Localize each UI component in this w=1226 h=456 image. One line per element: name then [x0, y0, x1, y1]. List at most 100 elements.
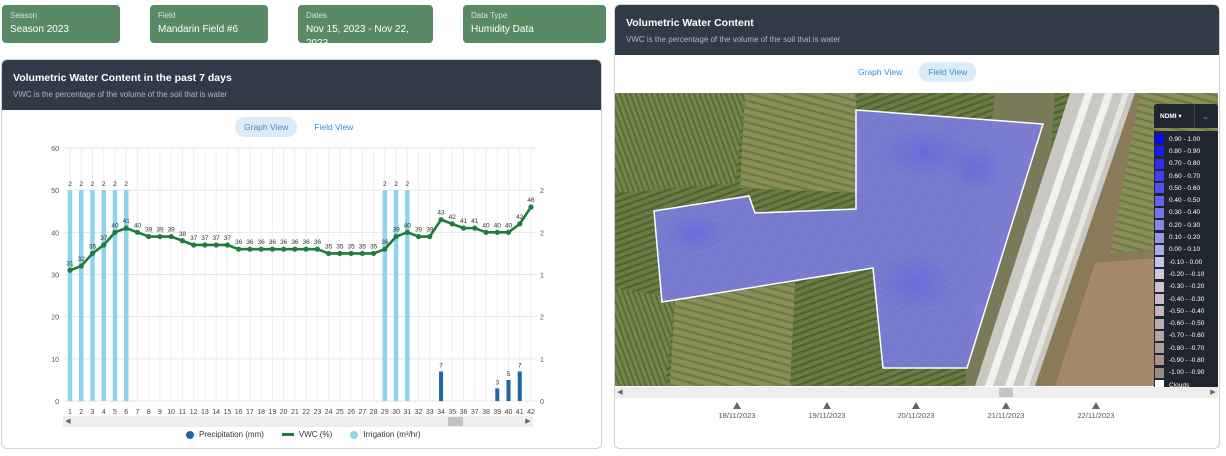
scroll-right-icon[interactable]: ▶ — [525, 418, 531, 425]
scroll-left-icon[interactable]: ◀ — [617, 389, 623, 396]
filter-value: Mandarin Field #6 — [158, 24, 239, 35]
filter-bar: Season Season 2023 Field Mandarin Field … — [0, 0, 612, 49]
x-tick-label: 38 — [482, 409, 490, 416]
vwc-point — [191, 242, 197, 248]
vwc-data-label: 41 — [460, 218, 468, 225]
orchard-block — [615, 93, 745, 193]
legend-label: Precipitation (mm) — [199, 430, 264, 439]
x-tick-label: 28 — [370, 409, 378, 416]
timeline-date-label: 22/11/2023 — [1077, 411, 1115, 420]
ndmi-range-label: -0.30 - -0.20 — [1169, 283, 1205, 291]
vwc-point — [179, 238, 186, 244]
panel-subtitle: VWC is the percentage of the volume of t… — [626, 35, 841, 44]
vwc-data-label: 36 — [280, 239, 288, 246]
ndmi-legend-row: 0.00 - 0.10 — [1154, 244, 1218, 256]
vwc-data-label: 41 — [471, 218, 479, 225]
precipitation-bar — [517, 371, 522, 401]
tab-field-view[interactable]: Field View — [919, 62, 977, 82]
map-scrollbar[interactable]: ◀ ▶ — [615, 387, 1218, 398]
timeline-marker-icon — [912, 402, 920, 409]
vwc-point — [67, 267, 73, 273]
vwc-data-label: 36 — [291, 239, 299, 246]
legend-item-vwc[interactable]: VWC (%) — [281, 430, 332, 439]
legend-item-precipitation[interactable]: Precipitation (mm) — [186, 430, 264, 439]
filter-dates[interactable]: Dates Nov 15, 2023 - Nov 22, 2023 — [298, 5, 433, 49]
ndmi-swatch — [1155, 257, 1164, 268]
timeline-marker-icon — [733, 402, 741, 409]
ndmi-legend-row: -0.40 - -0.30 — [1154, 293, 1218, 305]
vwc-data-label: 41 — [123, 218, 131, 225]
timeline-date[interactable]: 22/11/2023 — [1066, 402, 1126, 420]
chart-scrollbar[interactable]: ◀ ▶ — [63, 416, 533, 427]
tab-graph-view[interactable]: Graph View — [235, 117, 298, 137]
ndmi-range-label: 0.80 - 0.90 — [1169, 147, 1201, 155]
precipitation-bar — [439, 371, 444, 401]
vwc-data-label: 46 — [527, 197, 535, 204]
timeline-date[interactable]: 18/11/2023 — [707, 402, 767, 420]
orchard-block — [740, 93, 865, 193]
filter-season[interactable]: Season Season 2023 — [2, 5, 120, 43]
tab-field-view[interactable]: Field View — [314, 122, 354, 132]
irrigation-bar — [393, 190, 399, 401]
scroll-right-icon[interactable]: ▶ — [1210, 389, 1216, 396]
vwc-point — [101, 242, 107, 248]
chevron-down-icon[interactable]: ⌄ — [1194, 104, 1216, 128]
ndmi-swatch — [1155, 146, 1164, 157]
panel-subtitle: VWC is the percentage of the volume of t… — [13, 90, 228, 99]
filter-label: Dates — [306, 11, 327, 20]
field-map[interactable] — [615, 93, 1218, 386]
ndmi-label: NDMI ▾ — [1160, 113, 1182, 120]
vwc-data-label: 35 — [359, 243, 367, 250]
ndmi-range-label: 0.20 - 0.30 — [1169, 221, 1201, 229]
filter-label: Field — [158, 11, 176, 20]
vwc-data-label: 37 — [201, 235, 209, 242]
x-tick-label: 40 — [505, 409, 513, 416]
x-tick-label: 17 — [246, 409, 254, 416]
ndmi-swatch — [1155, 171, 1164, 182]
vwc-point — [123, 225, 129, 231]
ndmi-range-label: 0.10 - 0.20 — [1169, 234, 1201, 242]
ndmi-legend-row: 0.50 - 0.60 — [1154, 182, 1218, 194]
ndmi-range-label: -0.20 - -0.10 — [1169, 270, 1205, 278]
timeline-marker-icon — [823, 402, 831, 409]
bar-data-label: 2 — [394, 181, 398, 188]
timeline-date[interactable]: 21/11/2023 — [976, 402, 1036, 420]
x-tick-label: 18 — [257, 409, 265, 416]
legend-item-irrigation[interactable]: Irrigation (m³/hr) — [350, 430, 421, 439]
vwc-data-label: 39 — [168, 227, 176, 234]
vwc-data-label: 35 — [347, 243, 355, 250]
ndmi-legend-row: -0.60 - -0.50 — [1154, 317, 1218, 329]
vwc-point — [404, 229, 410, 235]
vwc-data-label: 35 — [370, 243, 378, 250]
bar-data-label: 3 — [495, 379, 499, 386]
filter-field[interactable]: Field Mandarin Field #6 — [150, 5, 268, 43]
scrollbar-thumb[interactable] — [999, 388, 1013, 397]
filter-data-type[interactable]: Data Type Humidity Data — [463, 5, 606, 43]
ndmi-legend-row: 0.90 - 1.00 — [1154, 133, 1218, 145]
timeline-date[interactable]: 20/11/2023 — [886, 402, 946, 420]
orchard-block — [615, 288, 675, 386]
scroll-left-icon[interactable]: ◀ — [65, 418, 71, 425]
vwc-data-label: 39 — [415, 227, 423, 234]
vwc-point — [269, 246, 275, 252]
timeline-date[interactable]: 19/11/2023 — [797, 402, 857, 420]
x-tick-label: 37 — [471, 409, 479, 416]
x-tick-label: 12 — [190, 409, 198, 416]
bar-data-label: 2 — [102, 181, 106, 188]
vwc-point — [202, 242, 208, 248]
precipitation-bar — [506, 379, 511, 401]
ndmi-legend-row: -1.00 - -0.90 — [1154, 367, 1218, 379]
ndmi-selector[interactable]: NDMI ▾ ⌄ — [1154, 104, 1218, 128]
vwc-point — [134, 229, 141, 235]
left-view-tabs: Graph View Field View — [235, 117, 362, 137]
tab-graph-view[interactable]: Graph View — [858, 67, 903, 77]
x-tick-label: 7 — [136, 409, 140, 416]
bar-data-label: 7 — [518, 362, 522, 369]
ndmi-range-label: -0.90 - -0.80 — [1169, 356, 1205, 364]
ndmi-range-label: -1.00 - -0.90 — [1169, 369, 1205, 377]
scrollbar-thumb[interactable] — [448, 417, 463, 426]
bar-data-label: 2 — [79, 181, 83, 188]
vwc-data-label: 35 — [89, 243, 97, 250]
ndmi-swatch — [1155, 220, 1164, 231]
ndmi-range-label: 0.00 - 0.10 — [1169, 246, 1201, 254]
